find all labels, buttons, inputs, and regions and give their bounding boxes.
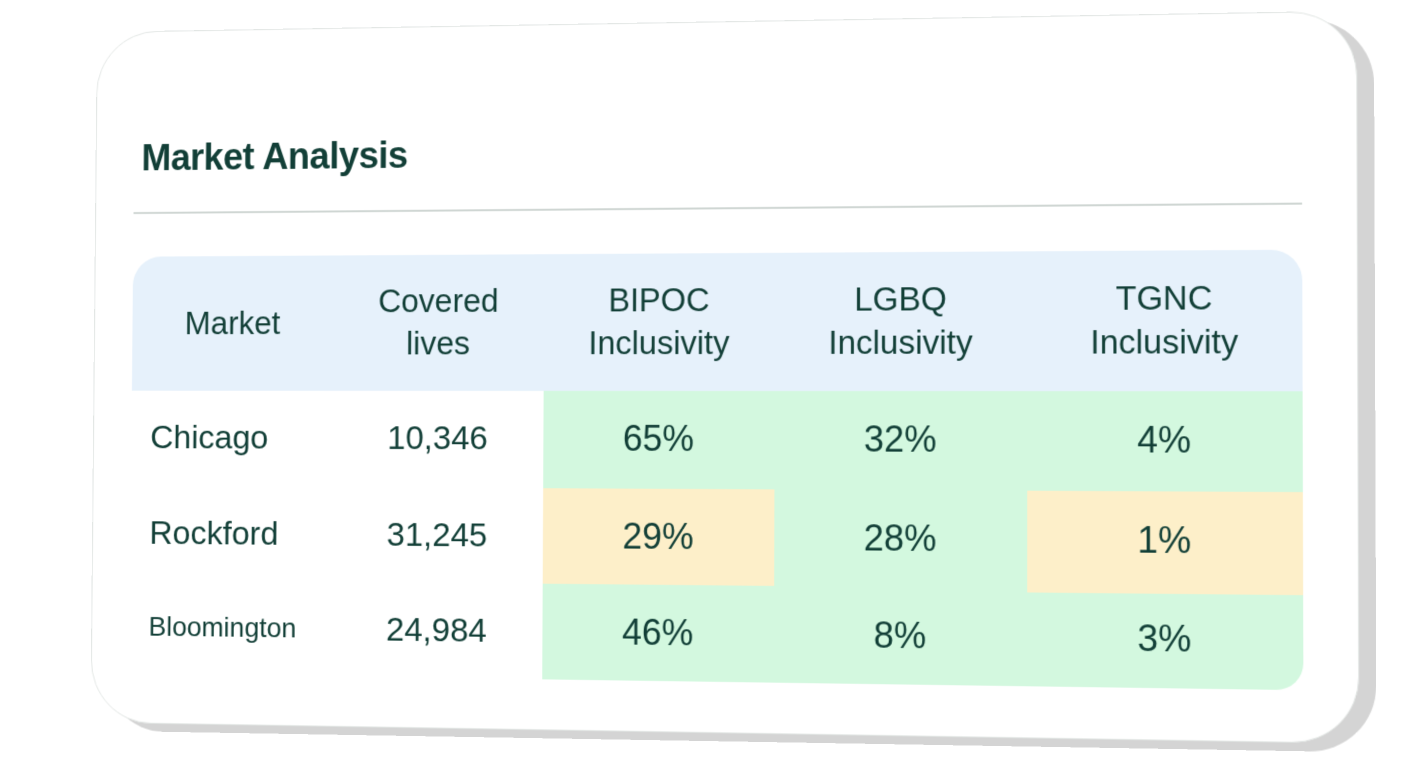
table-row: Chicago 10,346 65% 32% 4% [131,391,1303,490]
lgbq-cell: 28% [863,517,937,560]
covered-lives-cell: 31,245 [386,515,488,554]
header-lgbq-line2: Inclusivity [828,323,973,361]
lgbq-cell: 8% [873,614,927,657]
covered-lives-cell: 24,984 [385,610,487,650]
header-tgnc-inclusivity: TGNC Inclusivity [1027,250,1302,392]
header-bipoc-line1: BIPOC [608,281,710,319]
covered-lives-cell: 10,346 [387,418,488,457]
header-lgbq-inclusivity: LGBQ Inclusivity [775,251,1028,391]
market-analysis-table: Market Covered lives BIPOC Inclusivity [129,249,1304,719]
table-header-row: Market Covered lives BIPOC Inclusivity [131,249,1303,392]
tgnc-cell: 3% [1137,617,1192,660]
tgnc-cell: 4% [1137,418,1192,461]
header-market-line1: Market [184,304,281,341]
header-bipoc-inclusivity: BIPOC Inclusivity [544,253,775,391]
title-divider [133,202,1303,215]
market-cell: Rockford [149,513,279,553]
header-bipoc-line2: Inclusivity [588,324,730,362]
bipoc-cell: 46% [621,611,694,654]
header-tgnc-line1: TGNC [1115,278,1213,317]
table-row: Bloomington 24,984 46% 8% 3% [129,580,1303,691]
card-title: Market Analysis [141,135,408,180]
market-analysis-card: Market Analysis Market Covered lives [90,10,1360,744]
bipoc-cell: 29% [622,515,694,558]
market-cell: Bloomington [148,611,297,644]
header-covered-lives: Covered lives [333,254,544,391]
header-covered-lives-line1: Covered [378,282,499,320]
table-row: Rockford 31,245 29% 28% 1% [130,486,1303,591]
header-covered-lives-line2: lives [406,324,471,362]
market-analysis-card-wrapper: Market Analysis Market Covered lives [90,10,1377,753]
header-lgbq-line1: LGBQ [854,280,947,318]
bipoc-cell: 65% [622,417,695,459]
header-market: Market [132,255,334,390]
header-tgnc-line2: Inclusivity [1090,322,1239,361]
lgbq-cell: 32% [863,418,937,460]
tgnc-cell: 1% [1137,518,1192,562]
market-cell: Chicago [150,418,269,456]
